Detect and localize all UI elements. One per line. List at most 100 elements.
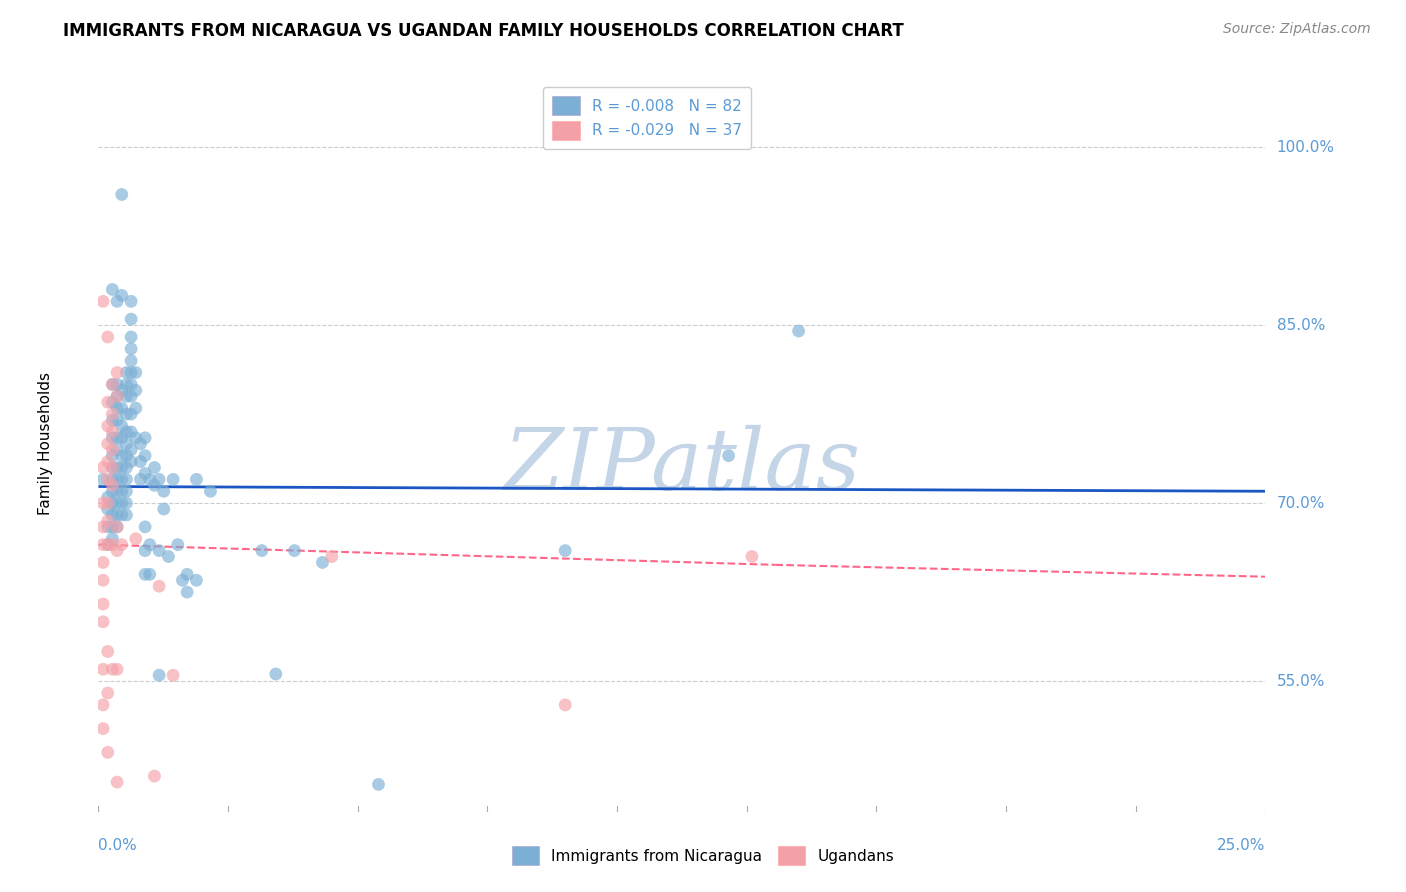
Point bbox=[101, 413, 124, 427]
Point bbox=[105, 496, 128, 510]
Point bbox=[105, 520, 128, 534]
Point bbox=[120, 377, 142, 392]
Text: 55.0%: 55.0% bbox=[1277, 673, 1324, 689]
Point bbox=[176, 585, 198, 599]
Point bbox=[97, 454, 120, 468]
Point bbox=[97, 330, 120, 344]
Point bbox=[91, 698, 114, 712]
Point bbox=[101, 442, 124, 457]
Text: 85.0%: 85.0% bbox=[1277, 318, 1324, 333]
Text: IMMIGRANTS FROM NICARAGUA VS UGANDAN FAMILY HOUSEHOLDS CORRELATION CHART: IMMIGRANTS FROM NICARAGUA VS UGANDAN FAM… bbox=[63, 22, 904, 40]
Point bbox=[91, 574, 114, 588]
Point bbox=[321, 549, 343, 564]
Point bbox=[91, 597, 114, 611]
Point bbox=[105, 413, 128, 427]
Point bbox=[101, 478, 124, 492]
Point bbox=[264, 667, 287, 681]
Point bbox=[115, 437, 138, 451]
Point bbox=[101, 538, 124, 552]
Text: Family Households: Family Households bbox=[38, 372, 53, 516]
Point bbox=[105, 366, 128, 380]
Point bbox=[105, 389, 128, 403]
Text: 70.0%: 70.0% bbox=[1277, 496, 1324, 510]
Point bbox=[97, 538, 120, 552]
Point bbox=[97, 472, 120, 486]
Point bbox=[97, 686, 120, 700]
Point bbox=[105, 662, 128, 676]
Point bbox=[120, 425, 142, 439]
Point bbox=[152, 502, 174, 516]
Point bbox=[97, 419, 120, 434]
Point bbox=[101, 407, 124, 421]
Point bbox=[120, 312, 142, 326]
Point bbox=[101, 484, 124, 499]
Point bbox=[105, 389, 128, 403]
Point bbox=[91, 472, 114, 486]
Point bbox=[105, 472, 128, 486]
Point bbox=[97, 520, 120, 534]
Point bbox=[101, 472, 124, 486]
Point bbox=[97, 644, 120, 658]
Point bbox=[101, 496, 124, 510]
Point bbox=[134, 449, 156, 463]
Point bbox=[129, 437, 152, 451]
Point bbox=[97, 745, 120, 759]
Point bbox=[120, 442, 142, 457]
Point bbox=[101, 662, 124, 676]
Point bbox=[111, 449, 134, 463]
Point bbox=[105, 401, 128, 416]
Point bbox=[91, 496, 114, 510]
Point bbox=[120, 389, 142, 403]
Point bbox=[120, 342, 142, 356]
Point bbox=[311, 556, 333, 570]
Point bbox=[143, 478, 166, 492]
Point bbox=[134, 567, 156, 582]
Point bbox=[120, 330, 142, 344]
Text: 0.0%: 0.0% bbox=[98, 838, 138, 853]
Point bbox=[111, 460, 134, 475]
Point bbox=[172, 574, 194, 588]
Point bbox=[120, 454, 142, 468]
Point bbox=[134, 520, 156, 534]
Point bbox=[115, 425, 138, 439]
Point bbox=[97, 395, 120, 409]
Point bbox=[105, 377, 128, 392]
Point bbox=[554, 543, 576, 558]
Point bbox=[105, 520, 128, 534]
Point bbox=[139, 567, 162, 582]
Point bbox=[91, 662, 114, 676]
Point bbox=[120, 294, 142, 309]
Point bbox=[101, 431, 124, 445]
Point bbox=[115, 472, 138, 486]
Point bbox=[101, 395, 124, 409]
Text: ZIPatlas: ZIPatlas bbox=[503, 425, 860, 508]
Point bbox=[97, 496, 120, 510]
Point bbox=[101, 460, 124, 475]
Point bbox=[105, 543, 128, 558]
Point bbox=[120, 366, 142, 380]
Point bbox=[111, 431, 134, 445]
Point bbox=[97, 538, 120, 552]
Point bbox=[143, 460, 166, 475]
Point bbox=[152, 484, 174, 499]
Point bbox=[162, 668, 184, 682]
Point bbox=[200, 484, 222, 499]
Point bbox=[115, 460, 138, 475]
Point bbox=[101, 425, 124, 439]
Text: 25.0%: 25.0% bbox=[1218, 838, 1265, 853]
Point bbox=[787, 324, 810, 338]
Point bbox=[111, 384, 134, 398]
Legend: Immigrants from Nicaragua, Ugandans: Immigrants from Nicaragua, Ugandans bbox=[506, 840, 900, 871]
Point bbox=[91, 460, 114, 475]
Point bbox=[125, 366, 148, 380]
Text: 100.0%: 100.0% bbox=[1277, 139, 1334, 154]
Point bbox=[148, 668, 170, 682]
Point bbox=[115, 389, 138, 403]
Point bbox=[143, 769, 166, 783]
Point bbox=[105, 484, 128, 499]
Point bbox=[101, 460, 124, 475]
Point bbox=[129, 454, 152, 468]
Point bbox=[111, 508, 134, 522]
Point bbox=[111, 496, 134, 510]
Point bbox=[125, 532, 148, 546]
